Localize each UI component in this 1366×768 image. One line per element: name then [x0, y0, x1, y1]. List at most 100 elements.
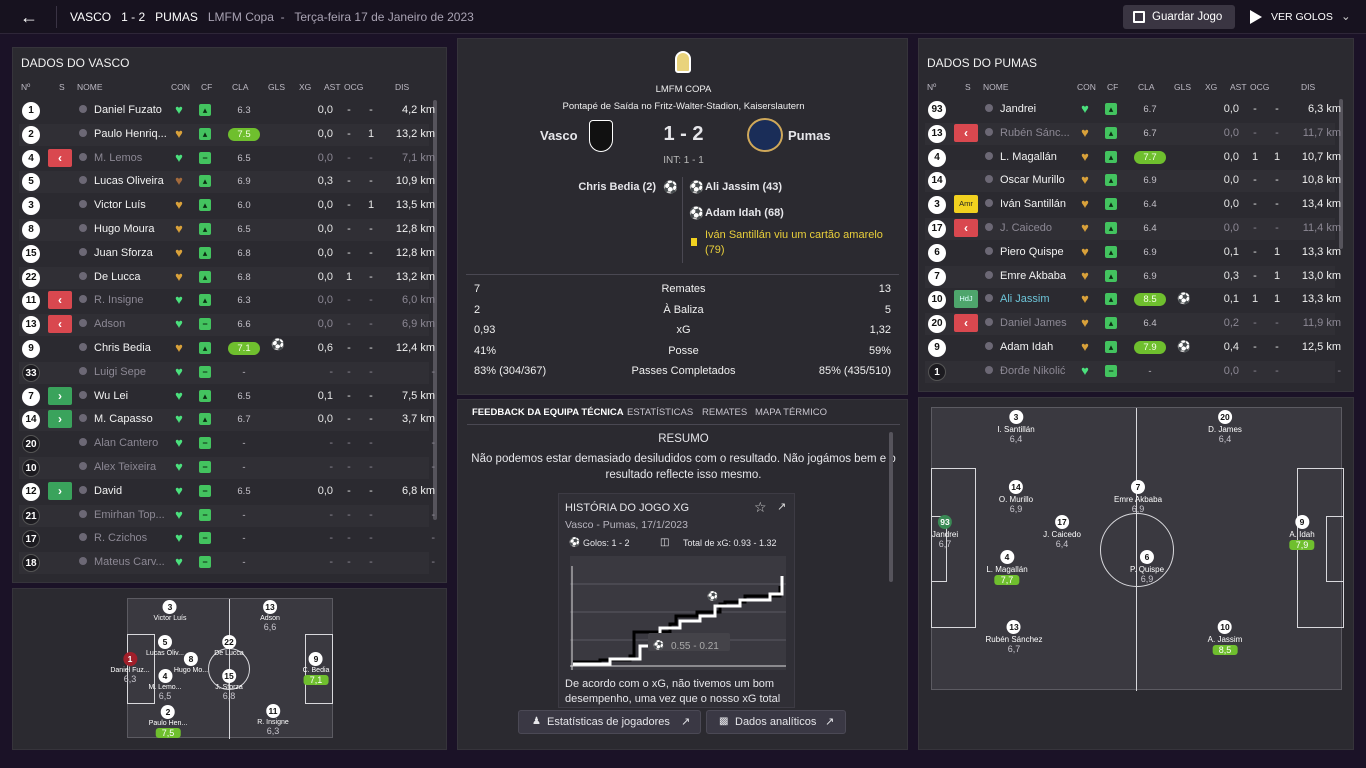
table-row[interactable]: 17 ‹ J. Caicedo ♥ ▴ 6.4 0,0 - - 11,4 km: [925, 218, 1341, 240]
col-header-name[interactable]: NOME: [983, 82, 1009, 92]
pitch-player[interactable]: 17 J. Caicedo 6,4: [1043, 515, 1081, 549]
back-arrow-icon[interactable]: ←: [20, 7, 38, 27]
table-row[interactable]: 22 De Lucca ♥ ▴ 6.8 0,0 1 - 13,2 km: [19, 266, 435, 289]
col-header-no[interactable]: Nº: [927, 82, 937, 92]
table-row[interactable]: 15 Juan Sforza ♥ ▴ 6.8 0,0 - - 12,8 km: [19, 243, 435, 265]
pitch-player[interactable]: 22 De Lucca: [214, 635, 244, 657]
table-row[interactable]: 21 Emirhan Top... ♥ − - - - - -: [19, 504, 435, 527]
player-name[interactable]: David: [94, 484, 123, 497]
col-header-xg[interactable]: XG: [1205, 82, 1218, 92]
pitch-player[interactable]: 11 R. Insigne 6,3: [257, 704, 289, 736]
table-row[interactable]: 20 ‹ Daniel James ♥ ▴ 6.4 0,2 - - 11,9 km: [925, 313, 1341, 336]
player-name[interactable]: Rubén Sánc...: [1000, 126, 1070, 139]
player-name[interactable]: M. Lemos: [94, 151, 143, 164]
table-row[interactable]: 3 Victor Luís ♥ ▴ 6.0 0,0 - 1 13,5 km: [19, 195, 435, 217]
scrollbar[interactable]: [1339, 99, 1343, 249]
col-header-dis[interactable]: DIS: [1301, 82, 1316, 92]
player-name[interactable]: Emirhan Top...: [94, 508, 165, 521]
col-header-s[interactable]: S: [965, 82, 971, 92]
table-row[interactable]: 14 › M. Capasso ♥ ▴ 6.7 0,0 - - 3,7 km: [19, 409, 435, 432]
pitch-player[interactable]: 6 P. Quispe 6,9: [1130, 550, 1164, 584]
col-header-gls[interactable]: GLS: [1174, 82, 1192, 92]
player-name[interactable]: M. Capasso: [94, 413, 153, 426]
player-name[interactable]: Đorđe Nikolić: [1000, 364, 1066, 377]
col-header-cf[interactable]: CF: [201, 82, 213, 92]
table-row[interactable]: 18 Mateus Carv... ♥ − - - - - -: [19, 552, 435, 575]
player-name[interactable]: Alex Teixeira: [94, 461, 157, 473]
col-header-dis[interactable]: DIS: [395, 82, 410, 92]
chevron-down-icon[interactable]: ⌄: [1341, 11, 1351, 23]
table-row[interactable]: 13 ‹ Adson ♥ − 6.6 0,0 - - 6,9 km: [19, 314, 435, 337]
col-header-ocg[interactable]: OCG: [344, 82, 364, 92]
col-header-name[interactable]: NOME: [77, 82, 103, 92]
col-header-con[interactable]: CON: [171, 82, 190, 92]
player-name[interactable]: Jandrei: [1000, 103, 1037, 115]
pitch-player[interactable]: 13 Rubén Sánchez 6,7: [986, 620, 1042, 654]
table-row[interactable]: 2 Paulo Henriq... ♥ ▴ 7.5 0,0 - 1 13,2 km: [19, 123, 435, 146]
col-header-cf[interactable]: CF: [1107, 82, 1119, 92]
tab-heatmap[interactable]: MAPA TÉRMICO: [755, 407, 827, 418]
player-name[interactable]: Daniel James: [1000, 317, 1067, 330]
player-stats-button[interactable]: ♟ Estatísticas de jogadores ↗: [518, 710, 701, 734]
col-header-cla[interactable]: CLA: [1138, 82, 1155, 92]
player-name[interactable]: L. Magallán: [1000, 150, 1057, 163]
pitch-player[interactable]: 13 Adson 6,6: [260, 600, 280, 632]
save-game-button[interactable]: Guardar Jogo: [1123, 5, 1235, 29]
pitch-player[interactable]: 2 Paulo Hen... 7,5: [149, 705, 187, 738]
table-row[interactable]: 9 Adam Idah ♥ ▴ 7.9 0,4 - - 12,5 km: [925, 337, 1341, 359]
tab-feedback[interactable]: FEEDBACK DA EQUIPA TÉCNICA: [472, 407, 624, 418]
player-name[interactable]: Piero Quispe: [1000, 245, 1064, 258]
col-header-gls[interactable]: GLS: [268, 82, 286, 92]
player-name[interactable]: Daniel Fuzato: [94, 104, 162, 116]
table-row[interactable]: 3 Amr Iván Santillán ♥ ▴ 6.4 0,0 - - 13,4 km: [925, 194, 1341, 216]
pitch-player[interactable]: 9 A. Idah 7,9: [1289, 515, 1315, 550]
player-name[interactable]: Iván Santillán: [1000, 198, 1067, 211]
player-name[interactable]: Lucas Oliveira: [94, 175, 164, 188]
col-header-s[interactable]: S: [59, 82, 65, 92]
col-header-cla[interactable]: CLA: [232, 82, 249, 92]
player-name[interactable]: Juan Sforza: [94, 246, 153, 259]
table-row[interactable]: 8 Hugo Moura ♥ ▴ 6.5 0,0 - - 12,8 km: [19, 219, 435, 241]
table-row[interactable]: 13 ‹ Rubén Sánc... ♥ ▴ 6.7 0,0 - - 11,7 km: [925, 122, 1341, 145]
player-name[interactable]: Adson: [94, 318, 126, 331]
pitch-player[interactable]: 4 M. Lemo... 6,5: [148, 669, 182, 701]
pitch-player[interactable]: 4 L. Magallán 7,7: [986, 550, 1028, 585]
player-name[interactable]: Wu Lei: [94, 389, 129, 402]
table-row[interactable]: 1 Daniel Fuzato ♥ ▴ 6.3 0,0 - - 4,2 km: [19, 100, 435, 122]
pitch-player[interactable]: 15 J. Sforza 6,8: [215, 669, 243, 701]
view-goals-button[interactable]: VER GOLOS ⌄: [1246, 5, 1356, 29]
player-name[interactable]: Adam Idah: [1000, 341, 1054, 353]
scrollbar[interactable]: [433, 100, 437, 520]
tab-statistics[interactable]: ESTATÍSTICAS: [627, 407, 694, 418]
col-header-no[interactable]: Nº: [21, 82, 31, 92]
player-name[interactable]: De Lucca: [94, 270, 141, 283]
pitch-player[interactable]: 14 O. Murillo 6,9: [999, 480, 1033, 514]
player-name[interactable]: Emre Akbaba: [1000, 269, 1067, 282]
player-name[interactable]: Oscar Murillo: [1000, 174, 1065, 187]
table-row[interactable]: 10 Alex Teixeira ♥ − - - - - -: [19, 457, 435, 479]
scrollbar[interactable]: [889, 432, 893, 582]
player-name[interactable]: Chris Bedia: [94, 342, 151, 354]
table-row[interactable]: 17 R. Czichos ♥ − - - - - -: [19, 528, 435, 550]
col-header-xg[interactable]: XG: [299, 82, 312, 92]
player-name[interactable]: R. Insigne: [94, 294, 144, 307]
player-name[interactable]: R. Czichos: [94, 532, 148, 545]
col-header-con[interactable]: CON: [1077, 82, 1096, 92]
tab-shots[interactable]: REMATES: [702, 407, 748, 418]
player-name[interactable]: Ali Jassim: [1000, 293, 1050, 306]
expand-icon[interactable]: ↗: [777, 501, 787, 513]
player-name[interactable]: Paulo Henriq...: [94, 127, 167, 140]
player-name[interactable]: Mateus Carv...: [94, 556, 165, 569]
table-row[interactable]: 9 Chris Bedia ♥ ▴ 7.1 0,6 - - 12,4 km: [19, 338, 435, 360]
table-row[interactable]: 4 ‹ M. Lemos ♥ − 6.5 0,0 - - 7,1 km: [19, 148, 435, 170]
player-name[interactable]: Victor Luís: [94, 199, 146, 212]
col-header-ast[interactable]: AST: [324, 82, 341, 92]
col-header-ast[interactable]: AST: [1230, 82, 1247, 92]
pitch-player[interactable]: 3 Victor Luís: [154, 600, 186, 622]
table-row[interactable]: 7 › Wu Lei ♥ ▴ 6.5 0,1 - - 7,5 km: [19, 386, 435, 408]
table-row[interactable]: 33 Luigi Sepe ♥ − - - - - -: [19, 361, 435, 384]
col-header-ocg[interactable]: OCG: [1250, 82, 1270, 92]
pitch-player[interactable]: 9 C. Bedia 7,1: [303, 652, 329, 685]
table-row[interactable]: 12 › David ♥ − 6.5 0,0 - - 6,8 km: [19, 481, 435, 503]
table-row[interactable]: 5 Lucas Oliveira ♥ ▴ 6.9 0,3 - - 10,9 km: [19, 171, 435, 194]
